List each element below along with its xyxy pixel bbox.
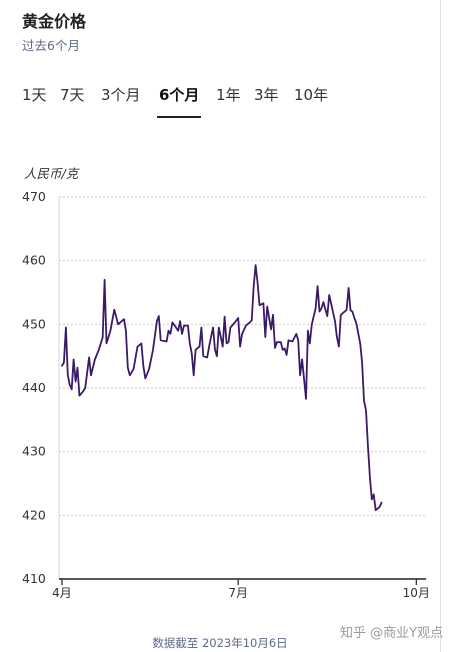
tab-3-years[interactable]: 3年 <box>254 86 279 104</box>
y-tick-label: 420 <box>22 507 46 522</box>
page-subtitle: 过去6个月 <box>22 38 80 53</box>
y-axis-unit-label: 人民币/克 <box>24 166 79 181</box>
panel-border <box>440 0 441 652</box>
page-title: 黄金价格 <box>22 12 87 31</box>
price-series-line <box>61 264 383 512</box>
active-tab-indicator <box>157 116 201 118</box>
y-tick-label: 430 <box>22 444 46 459</box>
tab-3-months[interactable]: 3个月 <box>101 86 141 104</box>
y-tick-label: 460 <box>22 253 46 268</box>
y-tick-label: 470 <box>22 189 46 204</box>
y-tick-label: 410 <box>22 571 46 586</box>
x-tick-label: 10月 <box>403 586 430 600</box>
y-tick-label: 450 <box>22 316 46 331</box>
tab-1-year[interactable]: 1年 <box>216 86 241 104</box>
tab-1-day[interactable]: 1天 <box>22 86 47 104</box>
tab-10-years[interactable]: 10年 <box>294 86 329 104</box>
y-tick-label: 440 <box>22 380 46 395</box>
tab-7-days[interactable]: 7天 <box>60 86 85 104</box>
x-tick-label: 4月 <box>52 586 72 600</box>
x-tick-label: 7月 <box>228 586 248 600</box>
gold-price-chart: 410 420 430 440 450 460 470 4月 7月 10月 <box>22 189 430 600</box>
data-date-footnote: 数据截至 2023年10月6日 <box>152 636 288 650</box>
watermark: 知乎 @商业Y观点 <box>340 626 444 641</box>
tab-6-months[interactable]: 6个月 <box>159 86 200 104</box>
